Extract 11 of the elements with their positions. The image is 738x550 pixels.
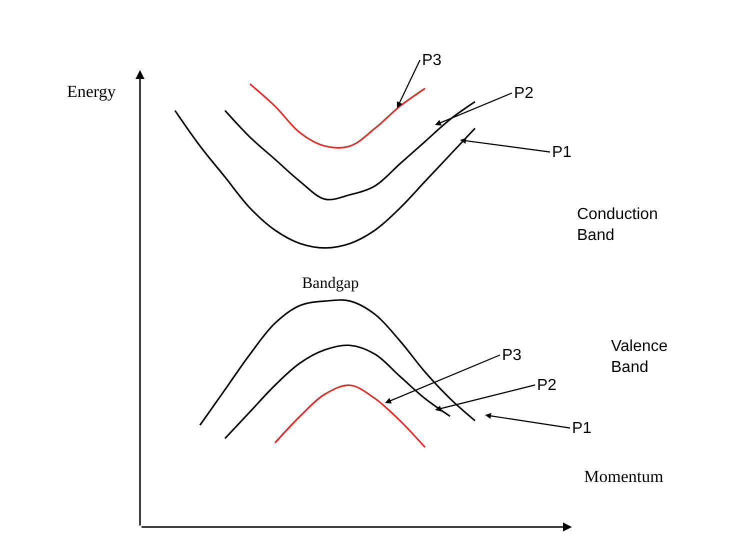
text: P2 (514, 85, 534, 102)
text: Conduction Band (577, 206, 658, 244)
annotation: P3 (502, 347, 522, 364)
text: Valence Band (611, 338, 668, 376)
text: P1 (572, 420, 592, 437)
text: P2 (537, 377, 557, 394)
text: P3 (422, 52, 442, 69)
text: P1 (552, 144, 572, 161)
x-axis-title: Momentum (584, 467, 664, 486)
annotation: Bandgap (302, 275, 359, 292)
y-axis-title: Energy (67, 82, 116, 101)
